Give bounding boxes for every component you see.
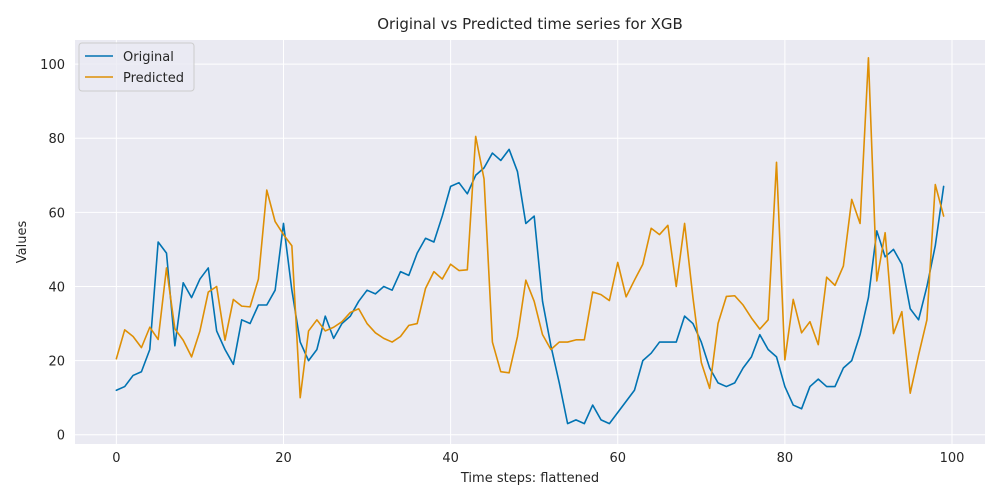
x-tick-label: 0 — [112, 451, 120, 466]
y-tick-label: 100 — [40, 58, 65, 73]
series-group — [115, 56, 945, 425]
series-line-predicted — [115, 56, 945, 399]
x-tick-label: 40 — [442, 451, 459, 466]
x-axis-label: Time steps: flattened — [460, 471, 599, 486]
x-tick-label: 20 — [275, 451, 292, 466]
grid — [75, 40, 985, 444]
x-tick-label: 60 — [609, 451, 626, 466]
legend: Original Predicted — [78, 42, 195, 92]
series-line-original — [115, 148, 945, 425]
x-axis-ticks: 0 20 40 60 80 100 — [112, 451, 964, 466]
plot-area — [75, 40, 985, 444]
legend-label-predicted: Predicted — [123, 71, 184, 86]
y-tick-label: 0 — [57, 429, 65, 444]
y-tick-label: 80 — [48, 132, 65, 147]
y-tick-label: 60 — [48, 206, 65, 221]
chart-title: Original vs Predicted time series for XG… — [377, 15, 683, 33]
legend-label-original: Original — [123, 50, 174, 65]
y-axis-ticks: 0 20 40 60 80 100 — [40, 58, 65, 444]
x-tick-label: 80 — [777, 451, 794, 466]
legend-box — [78, 42, 195, 92]
x-tick-label: 100 — [940, 451, 965, 466]
y-tick-label: 40 — [48, 280, 65, 295]
y-axis-label: Values — [15, 221, 30, 264]
y-tick-label: 20 — [48, 355, 65, 370]
